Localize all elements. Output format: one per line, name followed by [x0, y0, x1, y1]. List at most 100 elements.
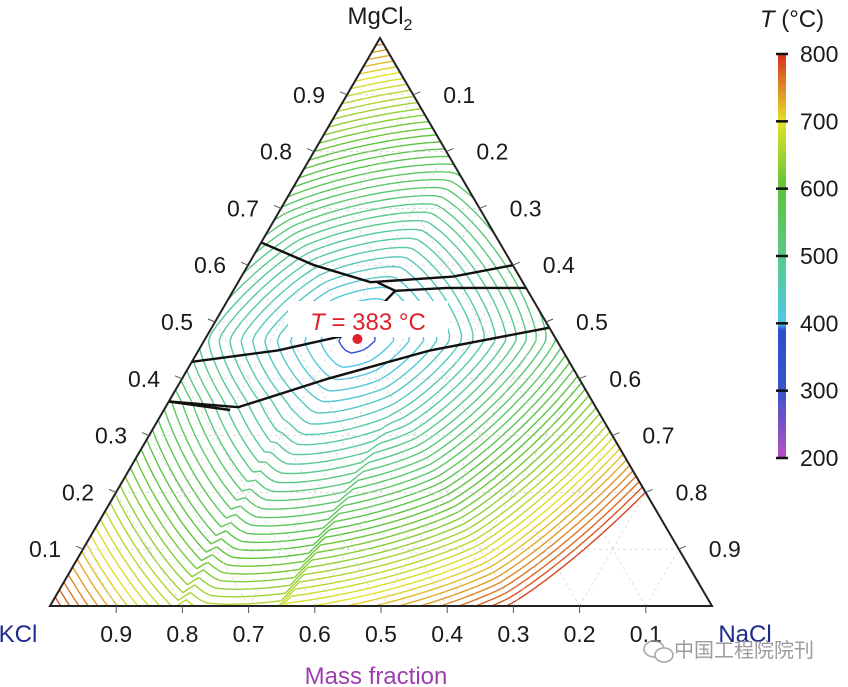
tick-mark-1-1: [413, 91, 421, 96]
contour-470: [229, 237, 485, 446]
right-tick-0.1: 0.1: [443, 82, 475, 108]
tick-mark-3-1: [479, 204, 487, 209]
left-tick-0.4: 0.4: [128, 366, 160, 392]
bottom-tick-0.5: 0.5: [365, 621, 397, 647]
tick-mark-6-0: [240, 261, 249, 266]
colorbar-tick-200: 200: [800, 445, 838, 471]
tick-mark-1-0: [75, 545, 84, 550]
contour-540: [174, 178, 557, 510]
grid-line-1-2: [346, 94, 647, 606]
ternary-grid: [82, 94, 680, 606]
tick-mark-4-1: [512, 261, 520, 266]
bottom-tick-0.7: 0.7: [233, 621, 265, 647]
contour-730: [76, 54, 627, 606]
left-tick-0.1: 0.1: [29, 536, 61, 562]
right-tick-0.7: 0.7: [642, 423, 674, 449]
tick-mark-6-1: [579, 375, 587, 380]
right-component-label: NaCl: [718, 621, 771, 648]
contour-560: [163, 163, 566, 527]
bottom-tick-0.8: 0.8: [166, 621, 198, 647]
grid-line-7-1: [513, 435, 613, 606]
colorbar-tick-300: 300: [800, 378, 838, 404]
eutectic-label: T = 383 °C: [310, 309, 426, 336]
contour-650: [114, 101, 601, 598]
left-component-label: KCl: [0, 621, 37, 648]
grid-line-3-2: [280, 208, 514, 606]
left-tick-0.7: 0.7: [227, 195, 259, 221]
eutectic-label-value: = 383 °C: [325, 309, 426, 336]
left-tick-0.3: 0.3: [95, 423, 127, 449]
left-tick-0.5: 0.5: [161, 309, 193, 335]
bottom-tick-0.3: 0.3: [497, 621, 529, 647]
tick-mark-8-0: [306, 148, 315, 153]
tick-mark-5-1: [545, 318, 554, 323]
contour-620: [129, 120, 590, 575]
grid-line-9-2: [82, 549, 117, 606]
bottom-tick-0.9: 0.9: [100, 621, 132, 647]
eutectic-label-background: [288, 301, 448, 337]
grid-line-8-1: [579, 492, 646, 606]
contour-610: [135, 127, 586, 567]
bottom-tick-0.1: 0.1: [630, 621, 662, 647]
colorbar-tick-500: 500: [800, 243, 838, 269]
grid-line-8-2: [115, 492, 183, 606]
contour-500: [198, 211, 517, 475]
watermark: 中国工程院院刊: [643, 638, 814, 663]
contour-590: [146, 141, 579, 552]
contour-780: [54, 486, 643, 606]
contour-460: [240, 246, 474, 436]
grid-line-6-1: [446, 378, 580, 606]
right-tick-0.2: 0.2: [476, 139, 508, 165]
right-tick-0.3: 0.3: [510, 195, 542, 221]
phase-boundary-3: [168, 326, 550, 409]
eutectic-point: [352, 334, 363, 344]
left-tick-0.2: 0.2: [62, 479, 94, 505]
contour-640: [119, 108, 597, 590]
grid-line-3-1: [248, 208, 480, 606]
contour-480: [218, 228, 496, 456]
colorbar-ticks: 800 700 600 500 400 300 200: [776, 41, 838, 471]
tick-mark-8-1: [645, 488, 653, 493]
bottom-tick-0.2: 0.2: [564, 621, 596, 647]
phase-boundaries: [168, 241, 550, 412]
right-tick-0.8: 0.8: [676, 479, 708, 505]
eutectic-label-var: T: [310, 309, 327, 336]
contour-710: [85, 66, 621, 606]
right-edge-tick-labels: 0.1 0.2 0.3 0.4 0.5 0.6 0.7 0.8 0.9: [443, 82, 741, 562]
contour-670: [104, 89, 608, 606]
grid-line-9-1: [645, 549, 680, 606]
phase-boundary-5: [376, 281, 396, 292]
contour-660: [109, 95, 604, 605]
temperature-contours: [50, 38, 646, 606]
top-component-subscript: 2: [404, 17, 413, 34]
right-tick-0.4: 0.4: [543, 252, 575, 278]
phase-boundary-0: [260, 241, 514, 284]
right-tick-0.9: 0.9: [709, 536, 741, 562]
grid-line-5-1: [380, 321, 547, 606]
watermark-text: 中国工程院院刊: [674, 638, 814, 662]
tick-mark-9-0: [339, 91, 348, 96]
phase-boundary-4: [168, 400, 231, 412]
grid-line-1-1: [115, 94, 414, 606]
x-axis-label: Mass fraction: [305, 663, 448, 687]
tick-mark-7-0: [273, 204, 282, 209]
phase-boundary-1: [395, 286, 527, 292]
tick-mark-7-1: [612, 432, 620, 437]
right-tick-0.6: 0.6: [609, 366, 641, 392]
tick-mark-2-1: [446, 148, 454, 153]
colorbar-tick-700: 700: [800, 108, 838, 134]
tick-mark-3-0: [141, 432, 150, 437]
colorbar-tick-400: 400: [800, 310, 838, 336]
grid-line-6-2: [181, 378, 316, 606]
contour-760: [63, 38, 637, 606]
tick-mark-2-0: [108, 488, 117, 493]
bottom-edge-tick-labels: 0.9 0.8 0.7 0.6 0.5 0.4 0.3 0.2 0.1: [100, 621, 662, 647]
top-component-label: MgCl2: [348, 3, 413, 34]
contour-520: [186, 194, 537, 493]
contour-630: [124, 114, 594, 583]
contour-570: [157, 155, 571, 535]
right-tick-0.5: 0.5: [576, 309, 608, 335]
bottom-tick-0.6: 0.6: [299, 621, 331, 647]
tick-mark-5-0: [207, 318, 216, 323]
wechat-icon: [643, 640, 674, 663]
